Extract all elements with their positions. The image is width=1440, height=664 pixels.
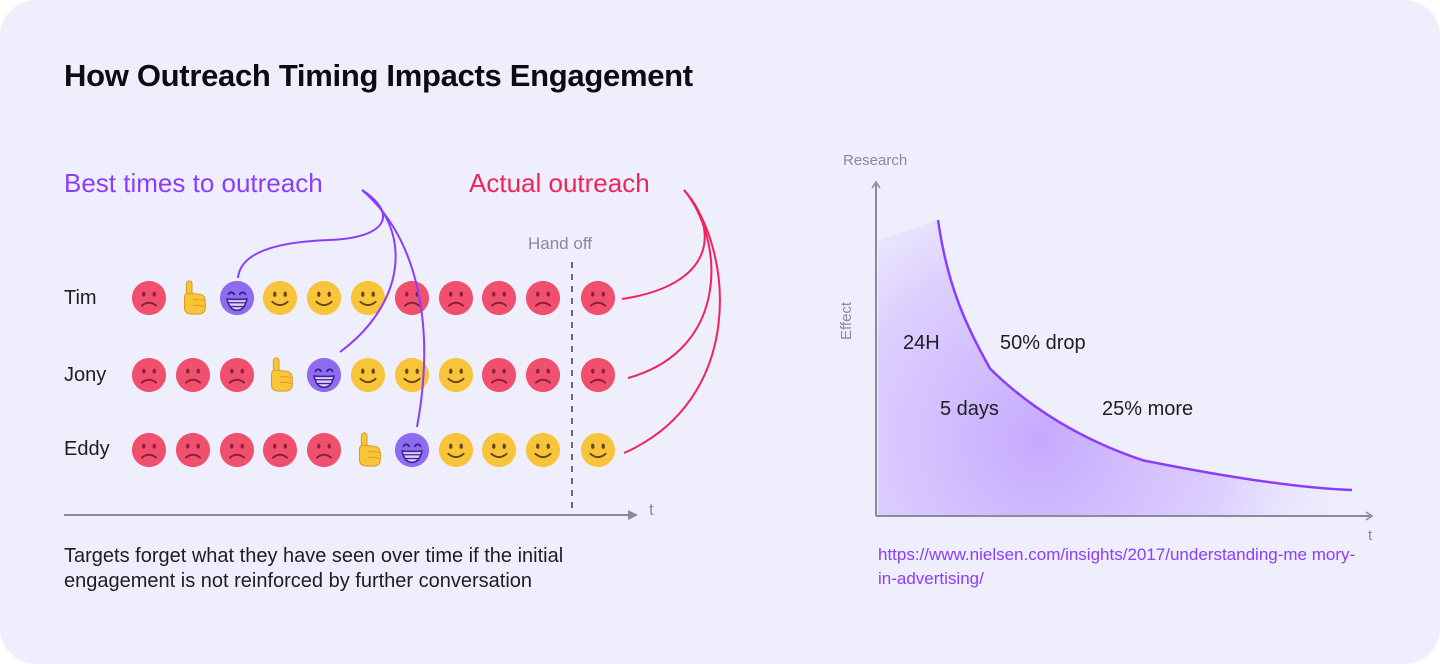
actual-outreach-label: Actual outreach [469,168,650,198]
sad-face-icon [130,279,168,317]
annotation-25-more: 25% more [1102,398,1194,420]
y-axis-arrow-icon [871,180,881,189]
grin-face-icon [218,279,256,317]
row-name-jony: Jony [64,364,107,386]
curve-line [936,219,1353,492]
sad-face-icon [130,356,168,394]
pointing-hand-icon [349,431,387,469]
sad-face-icon [130,431,168,469]
chart-title: Research [843,152,908,169]
connector-actual-eddy [623,189,721,454]
sad-face-icon [480,356,518,394]
sad-face-icon [261,431,299,469]
happy-face-icon [305,279,343,317]
source-link[interactable]: https://www.nielsen.com/insights/2017/un… [878,545,1356,588]
curve-area [878,220,1352,516]
sad-face-icon [480,279,518,317]
sad-face-icon [524,279,562,317]
x-axis-label: t [1368,527,1373,544]
best-times-label: Best times to outreach [64,168,323,198]
happy-face-icon [349,356,387,394]
happy-face-icon [393,356,431,394]
annotation-24h: 24H [903,332,940,354]
sad-face-icon [174,431,212,469]
happy-face-icon [349,279,387,317]
happy-face-icon [579,431,617,469]
page-title: How Outreach Timing Impacts Engagement [64,58,693,93]
happy-face-icon [437,431,475,469]
sad-face-icon [524,356,562,394]
happy-face-icon [480,431,518,469]
pointing-hand-icon [261,356,299,394]
hand-off-label: Hand off [528,234,592,253]
happy-face-icon [437,356,475,394]
sad-face-icon [174,356,212,394]
grin-face-icon [305,356,343,394]
sad-face-icon [218,356,256,394]
grin-face-icon [393,431,431,469]
connector-best-eddy [361,189,426,428]
sad-face-icon [305,431,343,469]
sad-face-icon [218,431,256,469]
row-name-tim: Tim [64,287,97,309]
caption-text: Targets forget what they have seen over … [64,545,564,592]
sad-face-icon [579,356,617,394]
happy-face-icon [261,279,299,317]
happy-face-icon [524,431,562,469]
sad-face-icon [579,279,617,317]
time-axis-arrow-icon [628,510,638,520]
x-axis-arrow-icon [1365,511,1374,521]
row-name-eddy: Eddy [64,438,110,460]
annotation-50-drop: 50% drop [1000,332,1086,354]
time-axis-label: t [649,500,654,519]
sad-face-icon [437,279,475,317]
pointing-hand-icon [174,279,212,317]
annotation-5-days: 5 days [940,398,999,420]
